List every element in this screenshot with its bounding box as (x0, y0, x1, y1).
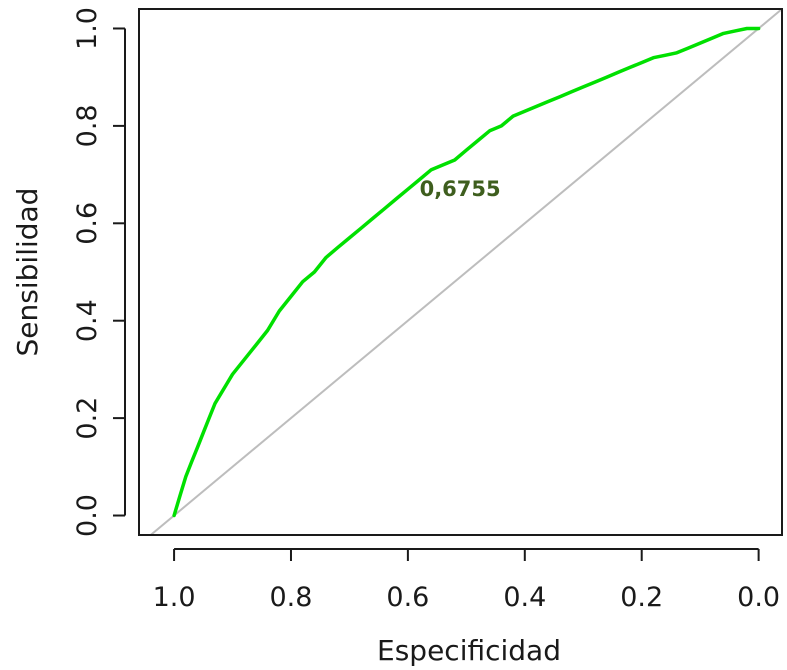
roc-layer (172, 26, 761, 518)
y-axis: 0.0 0.2 0.4 0.6 0.8 1.0 (72, 7, 126, 537)
y-tick-label: 1.0 (72, 7, 103, 50)
diagonal-layer (149, 9, 782, 535)
y-tick-label: 0.4 (72, 299, 103, 342)
diagonal-reference-line (149, 9, 782, 535)
x-tick-label: 1.0 (153, 582, 196, 613)
y-tick-label: 0.2 (72, 397, 103, 440)
x-tick-label: 0.8 (270, 582, 313, 613)
x-axis: 1.0 0.8 0.6 0.4 0.2 0.0 (153, 548, 780, 613)
x-tick-label: 0.0 (737, 582, 780, 613)
x-axis-title: Especificidad (377, 634, 561, 667)
x-tick-label: 0.2 (620, 582, 663, 613)
auc-label: 0,6755 (420, 177, 501, 201)
x-tick-label: 0.6 (386, 582, 429, 613)
x-tick-label: 0.4 (503, 582, 546, 613)
plot-frame (138, 8, 783, 536)
y-tick-label: 0.0 (72, 494, 103, 537)
roc-curve (172, 26, 761, 518)
y-tick-label: 0.6 (72, 202, 103, 245)
y-axis-title: Sensibilidad (11, 188, 44, 357)
y-tick-label: 0.8 (72, 104, 103, 147)
